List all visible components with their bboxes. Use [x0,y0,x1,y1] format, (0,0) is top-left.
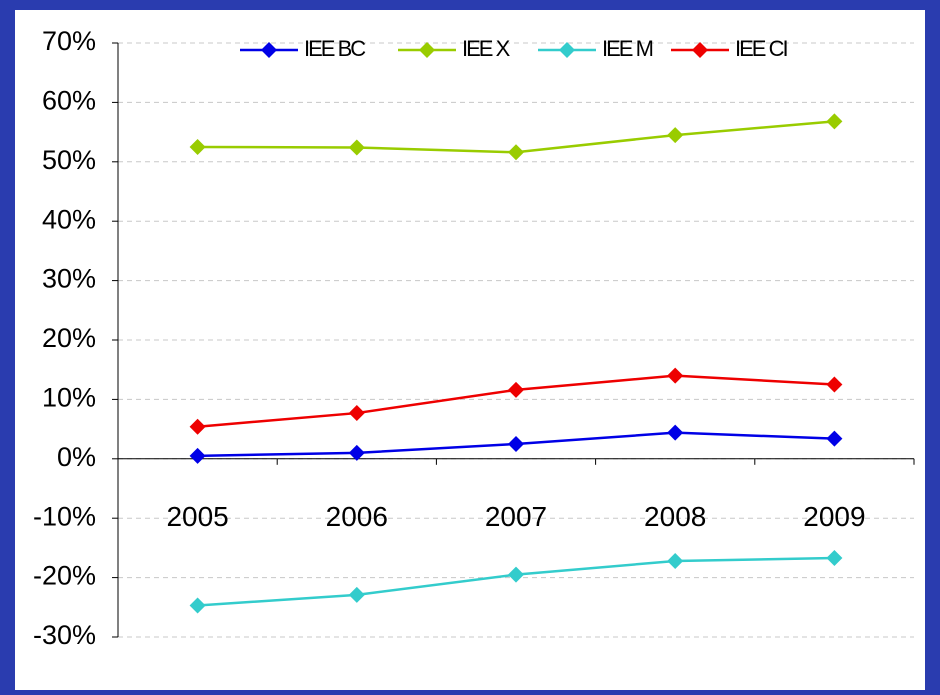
data-point [508,381,524,398]
y-tick-label: -10% [33,501,96,531]
legend-label: IEE M [602,36,653,61]
data-point [667,367,684,384]
y-tick-label: 30% [42,264,96,294]
data-point [667,424,684,441]
data-point [508,435,524,452]
x-tick-label: 2008 [644,501,706,532]
legend-label: IEE X [462,36,511,61]
data-point [348,586,365,603]
x-tick-label: 2009 [803,501,865,532]
y-tick-label: 70% [42,26,96,56]
legend-marker [419,42,435,58]
data-point [826,113,843,130]
y-tick-label: 10% [42,383,96,413]
data-point [667,127,684,144]
data-point [826,430,843,447]
y-tick-label: -20% [33,561,96,591]
data-point [348,444,365,461]
x-tick-label: 2007 [485,501,547,532]
data-point [667,552,684,569]
legend-marker [692,42,708,58]
y-tick-label: 50% [42,145,96,175]
data-point [189,447,206,464]
y-tick-label: 60% [42,86,96,116]
data-point [189,418,206,435]
y-tick-label: 40% [42,204,96,234]
data-point [189,138,206,155]
data-point [508,144,524,161]
x-tick-label: 2006 [326,501,388,532]
y-tick-label: 20% [42,323,96,353]
data-point [348,139,365,156]
legend-label: IEE BC [304,36,366,61]
x-tick-label: 2005 [166,501,228,532]
legend-label: IEE CI [735,36,787,61]
plot-background [15,10,925,690]
data-point [508,566,524,583]
legend-marker [559,42,575,58]
data-point [348,405,365,422]
y-tick-label: -30% [33,620,96,650]
legend-marker [261,42,277,58]
data-point [826,549,843,566]
y-tick-label: 0% [57,442,96,472]
data-point [189,597,206,614]
data-point [826,376,843,393]
